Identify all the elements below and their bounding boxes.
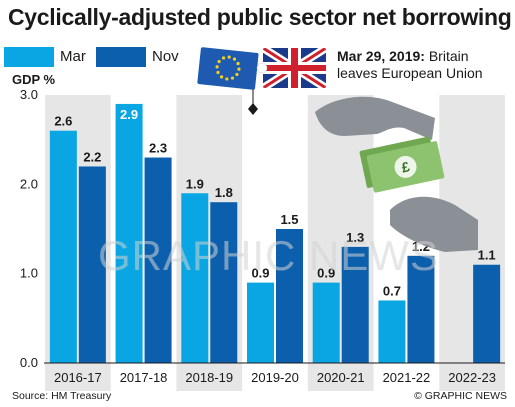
bar-mar-2016-17 xyxy=(49,130,77,363)
y-tick-label: 0.0 xyxy=(20,355,38,370)
data-label-mar-2019-20: 0.9 xyxy=(251,266,269,281)
brexit-annotation: Mar 29, 2019: Britain leaves European Un… xyxy=(337,48,512,82)
category-label-2022-23: 2022-23 xyxy=(448,370,496,385)
uk-flag-icon xyxy=(256,48,326,88)
bar-nov-2021-22 xyxy=(407,255,435,363)
data-label-mar-2016-17: 2.6 xyxy=(54,114,72,129)
category-label-2018-19: 2018-19 xyxy=(185,370,233,385)
bars xyxy=(49,103,501,363)
svg-text:£: £ xyxy=(400,158,411,175)
category-label-2019-20: 2019-20 xyxy=(251,370,299,385)
category-label-2016-17: 2016-17 xyxy=(54,370,102,385)
bar-nov-2018-19 xyxy=(210,202,238,363)
bar-nov-2019-20 xyxy=(276,229,303,363)
data-label-nov-2019-20: 1.5 xyxy=(280,212,298,227)
data-label-mar-2017-18: 2.9 xyxy=(120,107,138,122)
diamond-marker-icon xyxy=(248,103,258,115)
y-axis-label: GDP % xyxy=(12,72,56,87)
category-label-2021-22: 2021-22 xyxy=(383,370,431,385)
bar-nov-2017-18 xyxy=(144,157,172,363)
annotation-date: Mar 29, 2019: xyxy=(337,48,425,64)
data-label-mar-2021-22: 0.7 xyxy=(383,283,401,298)
data-label-nov-2016-17: 2.2 xyxy=(83,149,101,164)
bar-nov-2020-21 xyxy=(341,246,369,363)
data-label-mar-2018-19: 1.9 xyxy=(186,176,204,191)
data-label-nov-2017-18: 2.3 xyxy=(149,141,167,156)
annotation-text: Britain leaves European Union xyxy=(337,48,483,81)
y-tick-label: 2.0 xyxy=(20,176,38,191)
bar-nov-2022-23 xyxy=(473,264,501,363)
y-tick-labels: 0.0 1.0 2.0 3.0 xyxy=(20,87,38,370)
data-labels: 2.62.22.92.31.91.80.91.50.91.30.71.21.1 xyxy=(54,107,495,299)
data-label-mar-2020-21: 0.9 xyxy=(317,266,335,281)
legend-swatch-mar xyxy=(4,47,54,67)
eu-flag-icon xyxy=(197,47,259,90)
legend: Mar Nov xyxy=(4,47,184,67)
y-tick-label: 1.0 xyxy=(20,266,38,281)
chart-title: Cyclically-adjusted public sector net bo… xyxy=(8,4,512,30)
bar-mar-2020-21 xyxy=(312,282,340,363)
bar-mar-2021-22 xyxy=(378,300,406,363)
credit: © GRAPHIC NEWS xyxy=(414,390,507,402)
bar-mar-2018-19 xyxy=(181,193,209,363)
y-tick-label: 3.0 xyxy=(20,87,38,102)
source-note: Source: HM Treasury xyxy=(12,390,112,402)
data-label-nov-2020-21: 1.3 xyxy=(346,230,364,245)
category-label-2020-21: 2020-21 xyxy=(317,370,365,385)
data-label-nov-2018-19: 1.8 xyxy=(215,185,233,200)
legend-label-mar: Mar xyxy=(60,48,86,65)
legend-swatch-nov xyxy=(96,47,146,67)
data-label-nov-2022-23: 1.1 xyxy=(478,248,496,263)
money-hands-icon: £ xyxy=(315,96,478,252)
category-labels: 2016-17 2017-18 2018-19 2019-20 2020-21 2021-… xyxy=(54,370,496,385)
category-label-2017-18: 2017-18 xyxy=(120,370,168,385)
legend-label-nov: Nov xyxy=(152,48,179,65)
bar-mar-2017-18 xyxy=(115,103,143,363)
bar-mar-2019-20 xyxy=(247,282,274,363)
bar-nov-2016-17 xyxy=(78,166,106,363)
